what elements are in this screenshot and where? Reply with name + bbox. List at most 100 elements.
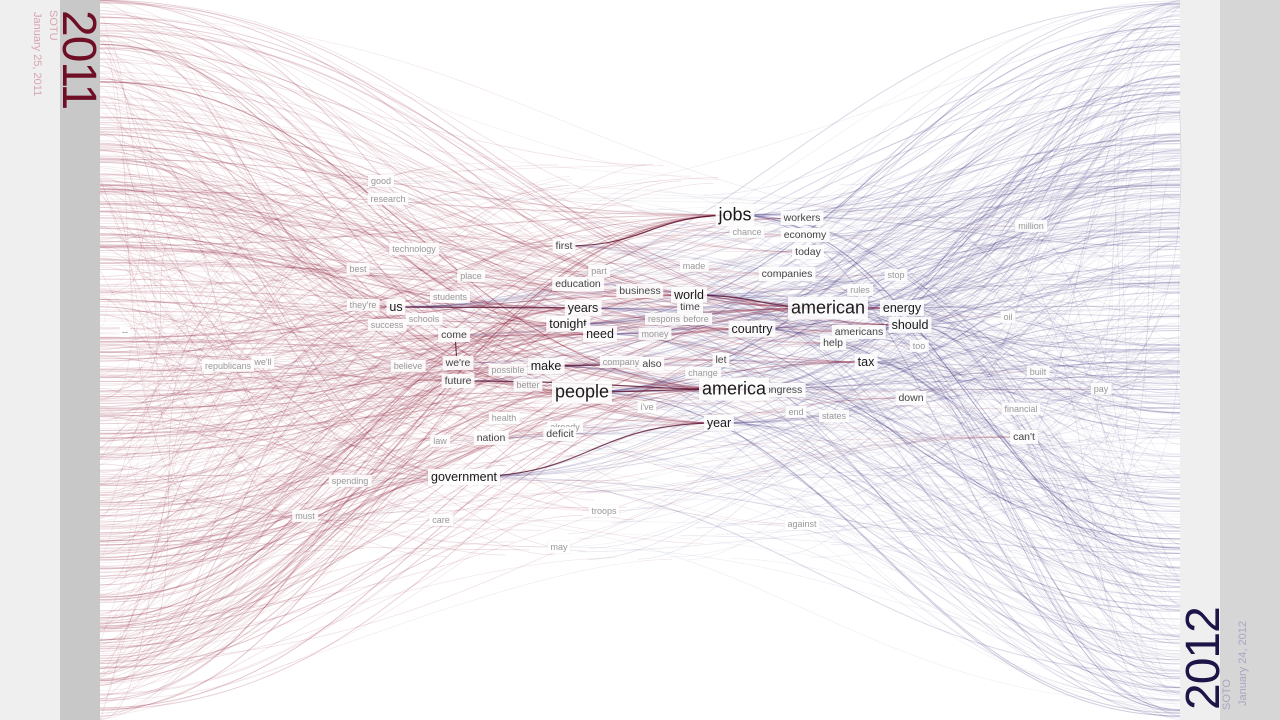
word-label[interactable]: government bbox=[427, 468, 501, 486]
word-label[interactable]: down bbox=[895, 390, 927, 406]
word-label[interactable]: spending bbox=[328, 474, 372, 488]
word-label[interactable]: people bbox=[551, 380, 613, 404]
word-label[interactable]: americans bbox=[831, 324, 887, 340]
word-label[interactable]: law bbox=[430, 434, 450, 448]
word-label[interactable]: better bbox=[513, 378, 543, 392]
word-label[interactable]: can't bbox=[1010, 429, 1038, 445]
word-label[interactable]: we'll bbox=[251, 355, 275, 369]
word-label[interactable]: oil bbox=[1000, 310, 1016, 324]
word-label[interactable]: financial bbox=[1001, 402, 1041, 416]
word-flow-2012 bbox=[780, 389, 1181, 658]
flow-line-2012 bbox=[831, 543, 1181, 671]
word-label[interactable]: world bbox=[671, 286, 707, 304]
word-label[interactable]: must bbox=[292, 509, 318, 523]
word-label[interactable]: chance bbox=[729, 225, 765, 239]
word-flow-2012 bbox=[395, 83, 1181, 308]
word-label[interactable]: us bbox=[386, 298, 406, 316]
word-label[interactable]: republicans bbox=[201, 359, 255, 373]
word-label[interactable]: let bbox=[712, 352, 730, 368]
word-label[interactable]: place bbox=[457, 269, 485, 283]
flow-line-2011 bbox=[99, 176, 379, 240]
word-label[interactable]: pay bbox=[1090, 382, 1112, 396]
word-label[interactable]: they're bbox=[346, 298, 380, 312]
word-label[interactable]: today bbox=[792, 244, 824, 260]
word-label[interactable]: care bbox=[429, 513, 453, 527]
word-label[interactable]: end bbox=[785, 405, 807, 419]
flow-line-2011 bbox=[99, 158, 386, 211]
word-label[interactable]: built bbox=[1026, 365, 1050, 379]
word-label[interactable]: students bbox=[429, 290, 471, 304]
word-label[interactable]: rules bbox=[847, 283, 873, 297]
word-label[interactable]: tonight bbox=[546, 315, 590, 333]
flow-line-2012 bbox=[640, 257, 1181, 352]
word-label[interactable]: states bbox=[818, 409, 850, 423]
word-label[interactable]: help bbox=[820, 335, 846, 351]
word-label[interactable]: schools bbox=[405, 312, 443, 326]
word-label[interactable]: million bbox=[1015, 219, 1047, 233]
word-flow-2012 bbox=[734, 214, 1181, 712]
word-label[interactable]: energy bbox=[879, 299, 925, 317]
word-label[interactable]: workers bbox=[780, 210, 824, 226]
flow-line-2012 bbox=[909, 267, 1181, 447]
word-label[interactable]: health bbox=[488, 411, 520, 425]
word-label[interactable]: too bbox=[909, 339, 929, 353]
word-label[interactable]: future bbox=[441, 373, 475, 389]
word-label[interactable]: stop bbox=[884, 268, 908, 282]
word-label[interactable]: research bbox=[367, 192, 409, 206]
word-label[interactable]: possible bbox=[488, 363, 528, 377]
flow-line-2011 bbox=[99, 251, 451, 338]
flow-line-2012 bbox=[653, 464, 1181, 652]
flow-line-2011 bbox=[99, 184, 606, 249]
word-label[interactable]: we're bbox=[442, 355, 474, 371]
word-label[interactable]: jobs bbox=[715, 203, 755, 227]
word-label[interactable]: time bbox=[677, 299, 703, 315]
word-label[interactable]: best bbox=[346, 262, 370, 276]
word-label[interactable]: make bbox=[527, 357, 565, 375]
word-flow-2012 bbox=[567, 323, 1181, 499]
word-label[interactable]: made bbox=[679, 259, 709, 273]
word-flow-2011 bbox=[99, 384, 529, 685]
word-flow-2012 bbox=[577, 110, 1181, 285]
word-label[interactable]: i've bbox=[637, 400, 657, 414]
word-label[interactable]: good bbox=[367, 174, 395, 188]
word-label[interactable]: years bbox=[564, 299, 602, 317]
word-label[interactable]: part bbox=[588, 264, 610, 278]
word-label[interactable]: before bbox=[680, 312, 712, 326]
word-label[interactable]: success bbox=[367, 318, 407, 332]
word-label[interactable]: change bbox=[685, 366, 721, 380]
flow-line-2011 bbox=[99, 303, 594, 389]
word-label[interactable]: money bbox=[638, 327, 672, 341]
word-flow-2011 bbox=[99, 198, 389, 473]
word-label[interactable]: companies bbox=[758, 266, 816, 282]
flow-line-2011 bbox=[99, 157, 616, 362]
flow-line-2011 bbox=[99, 181, 288, 243]
word-label[interactable]: american bbox=[787, 296, 869, 320]
word-label[interactable]: deficit bbox=[543, 426, 577, 442]
word-label[interactable]: country bbox=[728, 320, 776, 338]
flow-line-2011 bbox=[99, 202, 495, 344]
word-label[interactable]: first bbox=[552, 238, 576, 254]
word-flow-2011 bbox=[99, 170, 388, 326]
word-label[interactable]: should bbox=[888, 316, 932, 334]
word-label[interactable]: technology bbox=[389, 242, 439, 256]
word-flow-2012 bbox=[910, 214, 1181, 399]
word-flow-2011 bbox=[99, 180, 382, 345]
word-label[interactable]: need bbox=[583, 325, 617, 343]
word-label[interactable]: believe bbox=[390, 359, 426, 373]
word-label[interactable]: against bbox=[784, 517, 820, 531]
word-label[interactable]: may bbox=[547, 540, 571, 554]
word-label[interactable]: year bbox=[703, 414, 735, 432]
word-label[interactable]: come bbox=[438, 327, 470, 343]
word-label[interactable]: education bbox=[552, 276, 604, 292]
word-label[interactable]: troops bbox=[588, 504, 620, 518]
word-label[interactable]: business bbox=[616, 283, 664, 299]
word-label[interactable]: economy bbox=[780, 227, 830, 243]
word-flow-2011 bbox=[99, 191, 465, 478]
word-label[interactable]: tax bbox=[854, 353, 878, 371]
word-label[interactable]: also bbox=[639, 356, 665, 372]
word-flow-2012 bbox=[564, 426, 1181, 515]
word-label[interactable]: company bbox=[599, 355, 643, 369]
word-label[interactable]: nation bbox=[473, 430, 509, 446]
word-label[interactable]: america bbox=[698, 377, 770, 401]
word-flow-2012 bbox=[780, 389, 1181, 583]
